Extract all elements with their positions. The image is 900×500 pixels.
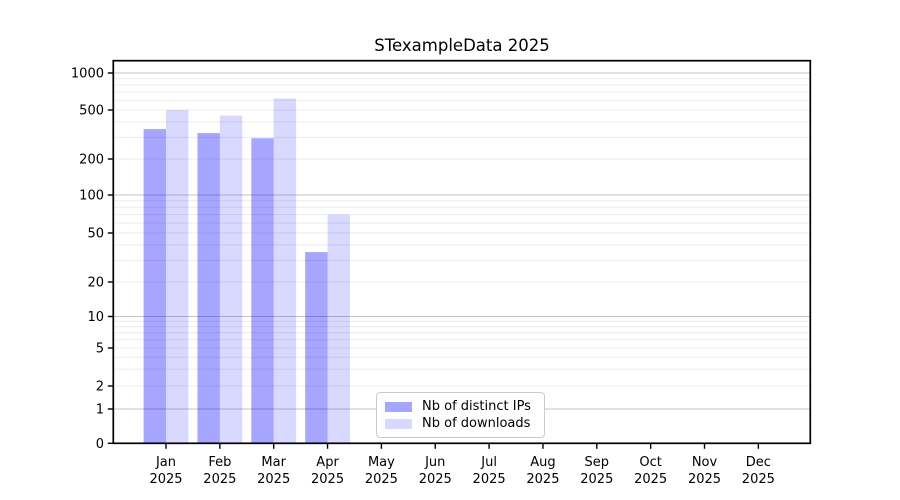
y-tick-label: 1 [96,403,104,418]
x-tick-label-year: 2025 [419,472,452,487]
bar-distinct-ips-jan [143,129,166,444]
plot-frame [112,59,812,445]
x-tick-label-year: 2025 [634,472,667,487]
y-tick-label: 2 [96,380,104,395]
y-tick-label: 5 [96,342,104,357]
chart-title: STexampleData 2025 [374,36,550,55]
bar-downloads-apr [327,214,350,444]
x-tick-label-month: Jan [155,455,176,470]
x-tick-label-year: 2025 [526,472,559,487]
x-tick-label-month: Apr [316,455,339,470]
y-tick-label: 10 [87,310,104,325]
x-tick-label-year: 2025 [257,472,290,487]
x-tick-label-month: May [368,455,395,470]
bar-distinct-ips-apr [305,252,328,444]
x-tick-label-year: 2025 [365,472,398,487]
x-tick-label-month: Dec [746,455,771,470]
legend-swatch-downloads-icon [385,418,412,429]
x-tick-label-month: Aug [530,455,555,470]
legend-item-distinct-ips: Nb of distinct IPs [385,400,544,413]
x-tick-label-month: Jul [480,455,497,470]
bar-downloads-mar [273,98,297,444]
x-tick-label-month: Feb [208,455,231,470]
bar-downloads-feb [219,115,243,444]
legend-item-downloads: Nb of downloads [385,417,544,430]
legend-label-downloads: Nb of downloads [422,416,531,431]
x-tick-label-month: Oct [639,455,661,470]
y-tick-label: 500 [79,104,104,119]
legend: Nb of distinct IPs Nb of downloads [376,392,545,438]
x-tick-label-month: Mar [261,455,286,470]
bar-downloads-jan [166,110,189,444]
x-tick-label-month: Nov [692,455,718,470]
y-tick-label: 200 [79,153,104,168]
x-tick-label-year: 2025 [311,472,344,487]
x-tick-label-month: Jun [424,455,445,470]
x-tick-label-year: 2025 [742,472,775,487]
legend-swatch-distinct-ips-icon [385,401,412,412]
x-tick-label-year: 2025 [149,472,182,487]
y-tick-label: 0 [96,437,104,452]
x-tick-label-year: 2025 [473,472,506,487]
x-tick-label-year: 2025 [580,472,613,487]
y-tick-label: 50 [87,227,104,242]
y-tick-label: 100 [79,189,104,204]
x-tick-label-year: 2025 [688,472,721,487]
bar-distinct-ips-feb [197,133,220,444]
y-tick-label: 1000 [71,67,104,82]
x-tick-label-month: Sep [585,455,610,470]
legend-label-distinct-ips: Nb of distinct IPs [422,399,531,414]
bar-distinct-ips-mar [251,138,274,444]
y-tick-label: 20 [87,276,104,291]
x-tick-label-year: 2025 [203,472,236,487]
